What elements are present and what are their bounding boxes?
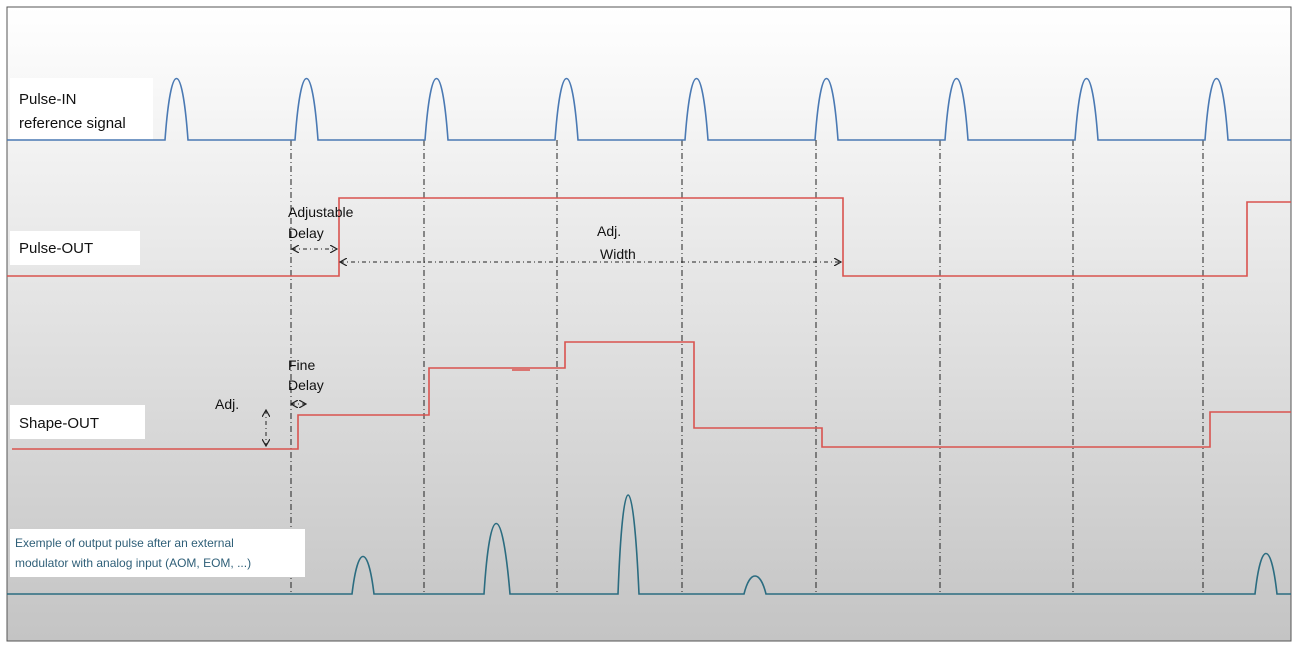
pulse-in-label-box	[10, 78, 153, 140]
shape-out-label: Shape-OUT	[19, 415, 99, 432]
pulse-in-waveform	[7, 77, 1291, 141]
pulse-out-label: Pulse-OUT	[19, 240, 93, 257]
adj-amplitude-label: Adj.	[215, 396, 239, 412]
output-label: Exemple of output pulse after an externa…	[15, 536, 234, 550]
timing-guides	[290, 140, 1204, 592]
fine-delay-sublabel: Delay	[288, 377, 324, 393]
pulse-in-sublabel: reference signal	[19, 115, 126, 132]
pulse-out-label-box	[10, 231, 140, 265]
output-label-box	[10, 529, 305, 577]
shape-out-waveform	[12, 341, 1291, 450]
output-waveform	[7, 494, 1291, 595]
adj-width-label: Adj.	[597, 223, 621, 239]
shape-out-label-box	[10, 405, 145, 439]
pulse-in-label: Pulse-IN	[19, 91, 77, 108]
fine-delay-label: Fine	[288, 357, 315, 373]
adjustable-delay-label: Adjustable	[288, 204, 354, 220]
adj-width-sublabel: Width	[600, 246, 636, 262]
adjustable-delay-sublabel: Delay	[288, 225, 324, 241]
output-sublabel: modulator with analog input (AOM, EOM, .…	[15, 556, 251, 570]
